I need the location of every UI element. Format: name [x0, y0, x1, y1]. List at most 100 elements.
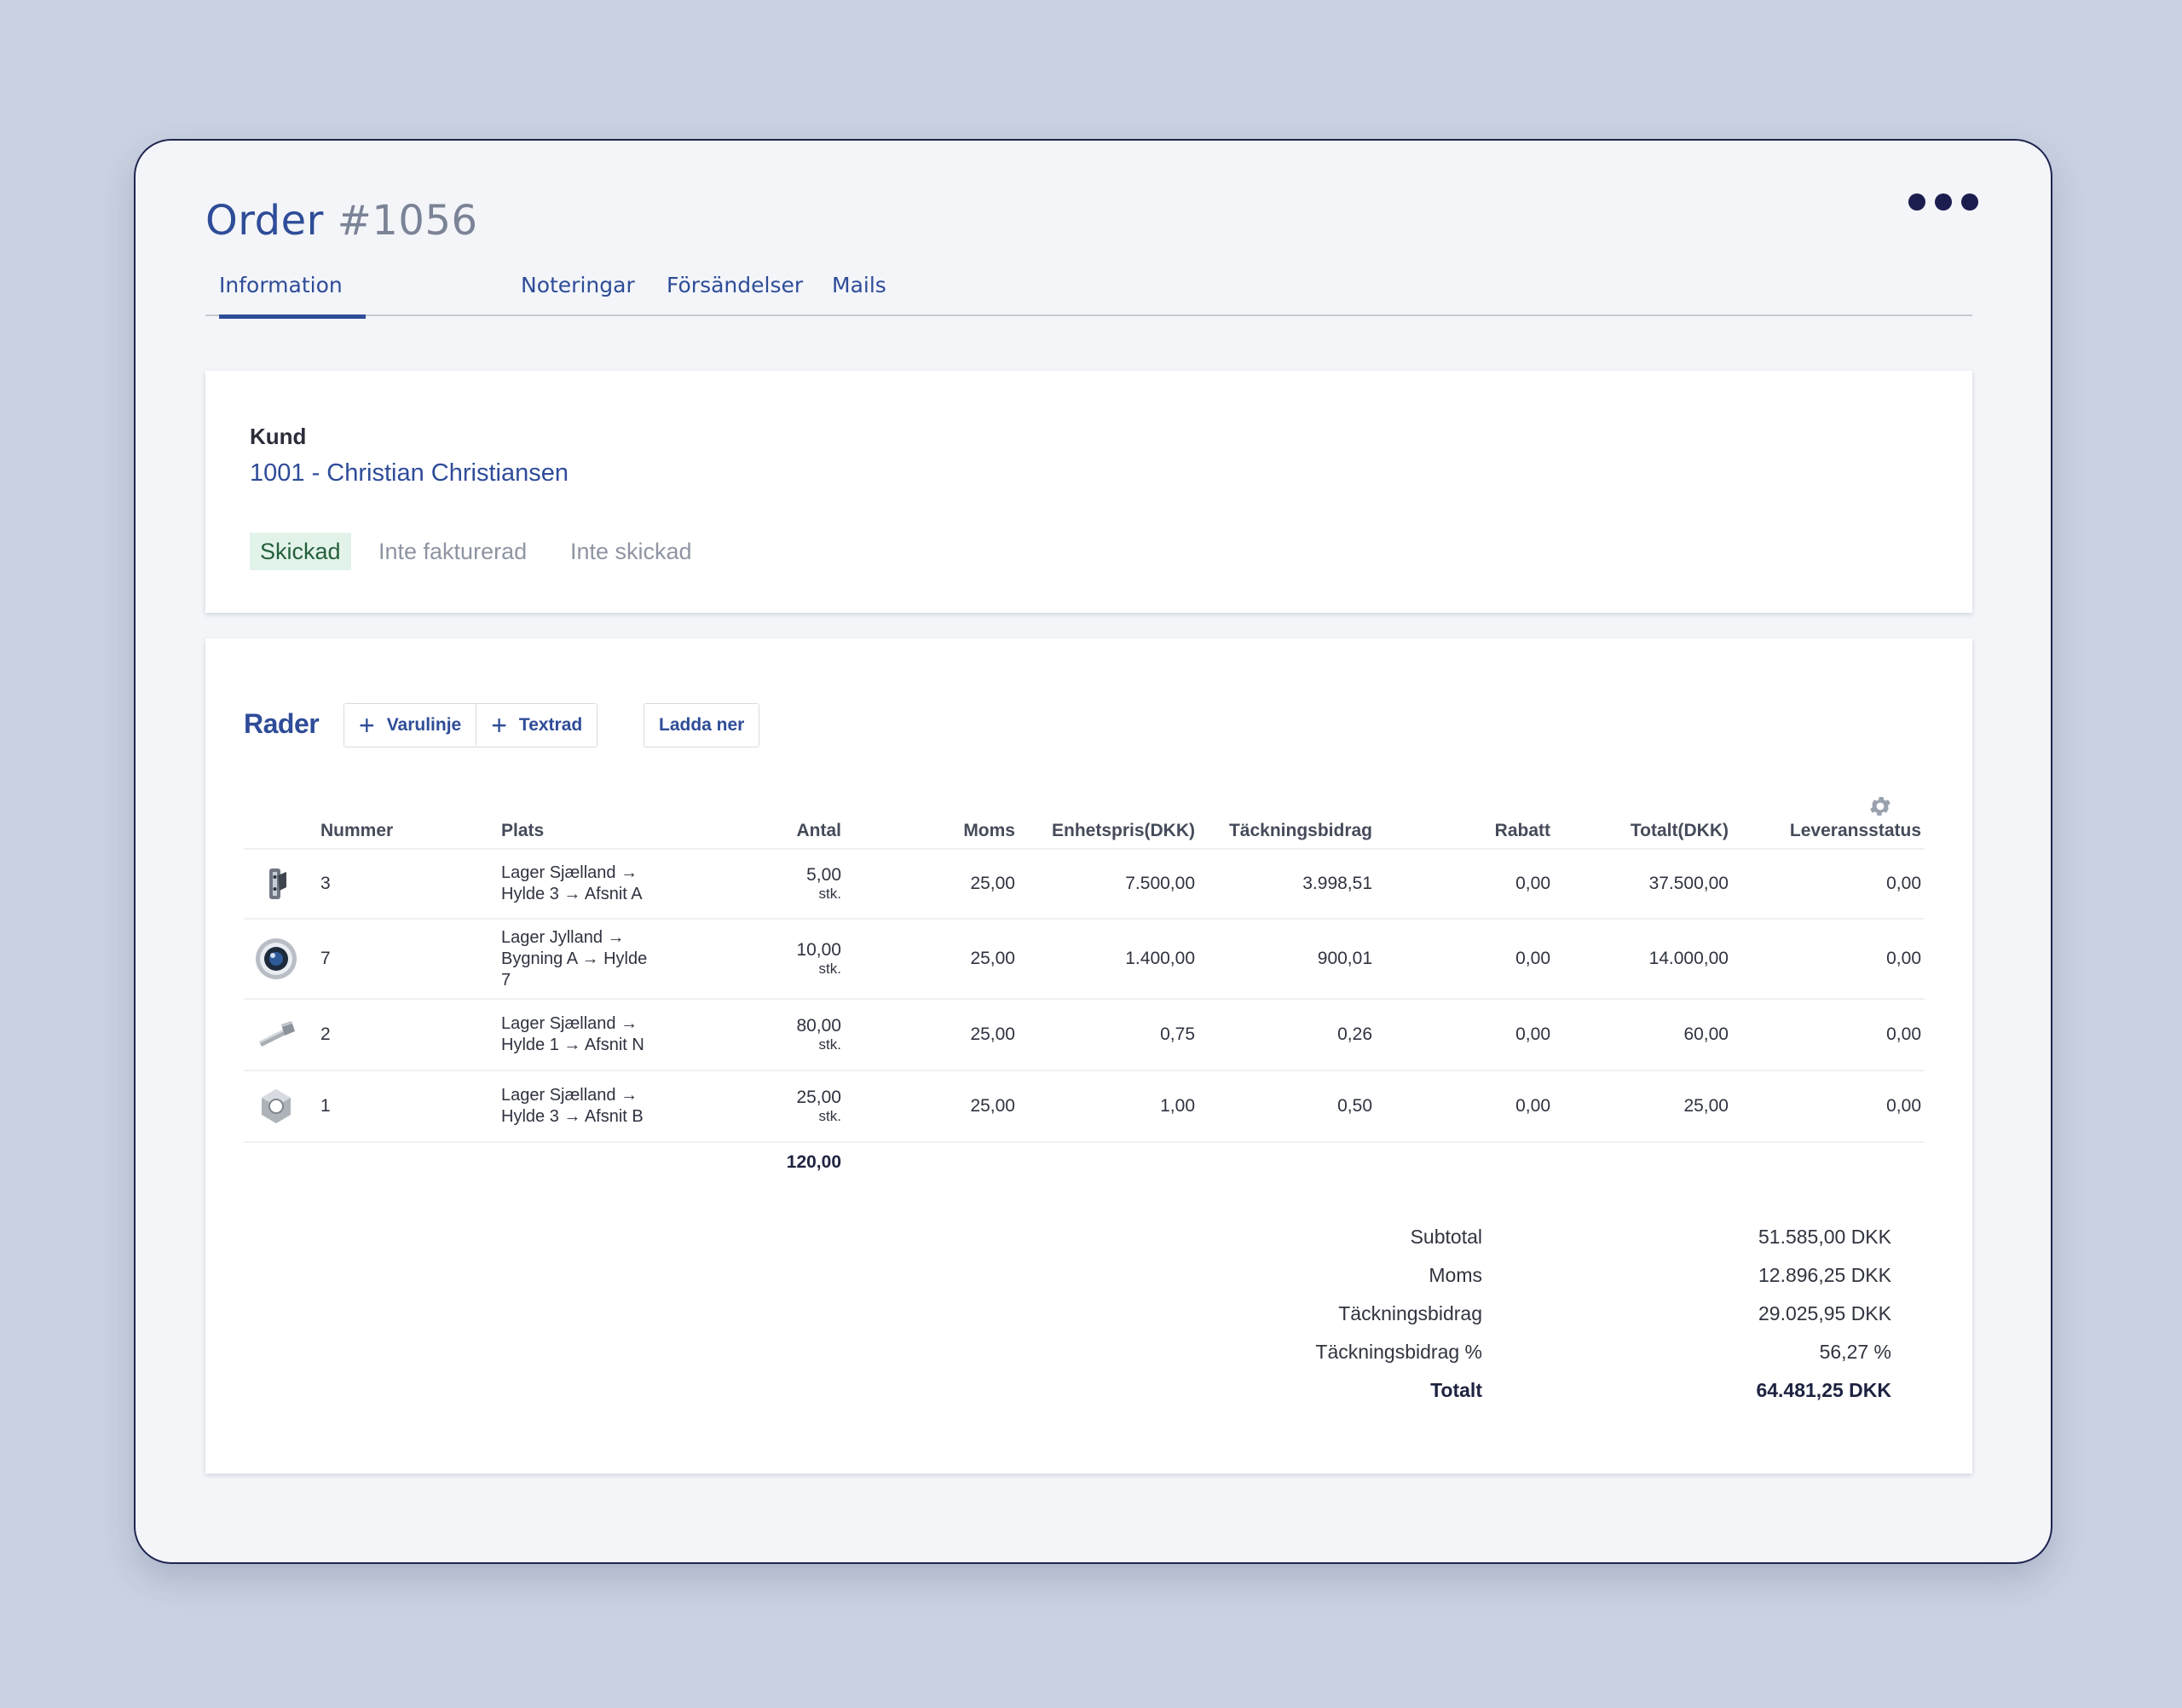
totals-value: 12.896,25 DKK — [1758, 1264, 1891, 1286]
cell-antal: 5,00 stk. — [674, 849, 845, 920]
cell-contribution: 3.998,51 — [1198, 849, 1376, 920]
status-not-shipped: Inte skickad — [570, 539, 692, 564]
thumb-cell — [244, 849, 317, 920]
table-row[interactable]: 3 Lager Sjælland → Hylde 3 → Afsnit A 5,0… — [244, 849, 1925, 920]
thumb-cell — [244, 919, 317, 1000]
cell-contribution: 0,26 — [1198, 999, 1376, 1071]
cell-contribution: 0,50 — [1198, 1070, 1376, 1143]
plats-line: 7 — [501, 970, 511, 990]
antal-unit: stk. — [818, 1108, 841, 1124]
cell-total: 25,00 — [1554, 1070, 1732, 1143]
cell-delivery-status: 0,00 — [1732, 999, 1925, 1071]
col-unit-price[interactable]: Enhetspris(DKK) — [1019, 813, 1198, 850]
cell-nummer: 2 — [317, 999, 498, 1071]
col-plats[interactable]: Plats — [498, 813, 674, 850]
dot — [1961, 193, 1978, 211]
totals-label: Subtotal — [1410, 1226, 1482, 1248]
table-row[interactable]: 2 Lager Sjælland → Hylde 1 → Afsnit N 80,… — [244, 999, 1925, 1071]
lines-card: Rader + Varulinje + Textrad Ladda ner Numm… — [205, 638, 1972, 1474]
tab-information[interactable]: Information — [219, 268, 366, 319]
cell-nummer: 7 — [317, 919, 498, 1000]
col-contribution[interactable]: Täckningsbidrag — [1198, 813, 1376, 850]
totals-row-vat: Moms 12.896,25 DKK — [1227, 1256, 1891, 1295]
antal-unit: stk. — [818, 1036, 841, 1053]
cell-moms: 25,00 — [845, 849, 1019, 920]
customer-card: Kund 1001 - Christian Christiansen Skick… — [205, 371, 1972, 613]
add-line-group: + Varulinje + Textrad — [343, 703, 598, 747]
antal-value: 25,00 — [796, 1088, 841, 1107]
totals-value: 56,27 % — [1819, 1341, 1891, 1363]
antal-value: 80,00 — [796, 1016, 841, 1036]
antal-unit: stk. — [818, 886, 841, 902]
plats-line: Lager Sjælland → — [501, 1086, 638, 1105]
cell-moms: 25,00 — [845, 919, 1019, 1000]
cell-plats: Lager Jylland → Bygning A → Hylde 7 — [498, 919, 674, 1000]
cell-nummer: 1 — [317, 1070, 498, 1143]
more-options-icon[interactable] — [1908, 193, 1978, 211]
totals-value: 64.481,25 DKK — [1756, 1379, 1891, 1401]
cell-total: 60,00 — [1554, 999, 1732, 1071]
cell-antal: 10,00 stk. — [674, 919, 845, 1000]
antal-unit: stk. — [818, 961, 841, 977]
customer-label: Kund — [250, 424, 307, 449]
plus-icon: + — [491, 709, 507, 741]
bolt-icon — [259, 1021, 295, 1047]
gear-icon[interactable] — [1867, 793, 1893, 819]
col-antal[interactable]: Antal — [674, 813, 845, 850]
cell-antal: 25,00 stk. — [674, 1070, 845, 1143]
cell-discount: 0,00 — [1376, 1070, 1554, 1143]
tab-forsandelser[interactable]: Försändelser — [667, 273, 804, 297]
totals-summary: Subtotal 51.585,00 DKK Moms 12.896,25 DKK … — [1227, 1218, 1891, 1410]
totals-row-grand-total: Totalt 64.481,25 DKK — [1227, 1371, 1891, 1410]
col-delivery-status[interactable]: Leveransstatus — [1732, 813, 1925, 850]
antal-sum: 120,00 — [786, 1151, 841, 1172]
totals-row-contribution: Täckningsbidrag 29.025,95 DKK — [1227, 1295, 1891, 1333]
lens-icon — [256, 938, 297, 979]
cell-contribution: 900,01 — [1198, 919, 1376, 1000]
table-header-row: Nummer Plats Antal Moms Enhetspris(DKK) … — [244, 813, 1925, 850]
dot — [1908, 193, 1925, 211]
tab-mails[interactable]: Mails — [832, 273, 886, 297]
dot — [1935, 193, 1952, 211]
plats-line: Lager Sjælland → — [501, 1014, 638, 1033]
cell-moms: 25,00 — [845, 999, 1019, 1071]
thumb-cell — [244, 1070, 317, 1143]
add-text-line-button[interactable]: + Textrad — [476, 704, 597, 746]
cell-unit-price: 0,75 — [1019, 999, 1198, 1071]
plats-line: Lager Jylland → — [501, 927, 625, 947]
antal-value: 10,00 — [796, 940, 841, 960]
customer-link[interactable]: 1001 - Christian Christiansen — [250, 459, 569, 487]
col-discount[interactable]: Rabatt — [1376, 813, 1554, 850]
add-item-line-button[interactable]: + Varulinje — [344, 704, 476, 746]
status-badge-shipped: Skickad — [250, 533, 351, 570]
plats-line: Lager Sjælland → — [501, 863, 638, 882]
col-nummer[interactable]: Nummer — [317, 813, 498, 850]
plus-icon: + — [359, 709, 375, 741]
cell-delivery-status: 0,00 — [1732, 1070, 1925, 1143]
sum-row: 120,00 — [244, 1142, 1925, 1181]
status-not-invoiced: Inte fakturerad — [378, 539, 528, 564]
table-row[interactable]: 1 Lager Sjælland → Hylde 3 → Afsnit B 25,… — [244, 1070, 1925, 1143]
add-item-line-label: Varulinje — [386, 714, 462, 735]
antal-value: 5,00 — [806, 865, 841, 885]
totals-label: Totalt — [1430, 1379, 1482, 1401]
tab-noteringar[interactable]: Noteringar — [521, 273, 635, 297]
cell-plats: Lager Sjælland → Hylde 1 → Afsnit N — [498, 999, 674, 1071]
cell-unit-price: 1,00 — [1019, 1070, 1198, 1143]
bracket-icon — [269, 868, 286, 899]
download-button[interactable]: Ladda ner — [644, 704, 759, 746]
col-moms[interactable]: Moms — [845, 813, 1019, 850]
cell-delivery-status: 0,00 — [1732, 849, 1925, 920]
col-thumb — [244, 813, 317, 850]
download-group: Ladda ner — [644, 703, 760, 747]
add-text-line-label: Textrad — [518, 714, 583, 735]
order-lines-table: Nummer Plats Antal Moms Enhetspris(DKK) … — [244, 813, 1925, 1181]
plats-line: Hylde 1 → Afsnit N — [501, 1036, 644, 1054]
col-total[interactable]: Totalt(DKK) — [1554, 813, 1732, 850]
cell-moms: 25,00 — [845, 1070, 1019, 1143]
plats-line: Bygning A → Hylde — [501, 949, 648, 968]
plats-line: Hylde 3 → Afsnit B — [501, 1107, 644, 1126]
cell-total: 37.500,00 — [1554, 849, 1732, 920]
nut-icon — [262, 1089, 291, 1123]
table-row[interactable]: 7 Lager Jylland → Bygning A → Hylde 7 10,0… — [244, 919, 1925, 1000]
